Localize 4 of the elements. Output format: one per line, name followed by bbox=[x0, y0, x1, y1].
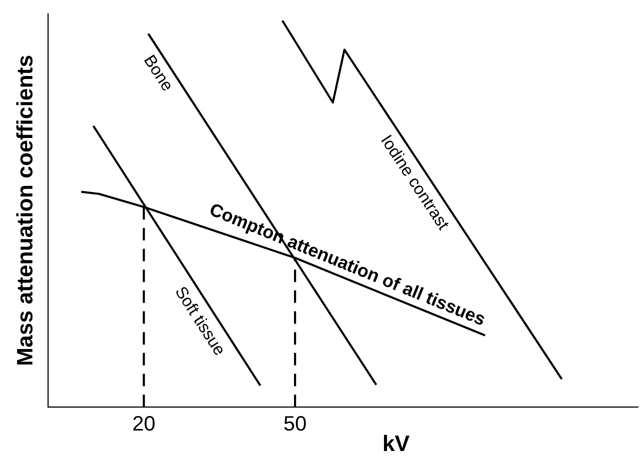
x-axis-title: kV bbox=[384, 434, 410, 451]
x-tick-label: 50 bbox=[284, 416, 306, 431]
y-axis-title: Mass attenuation coefficients bbox=[16, 56, 33, 365]
x-tick-label: 20 bbox=[133, 416, 155, 431]
